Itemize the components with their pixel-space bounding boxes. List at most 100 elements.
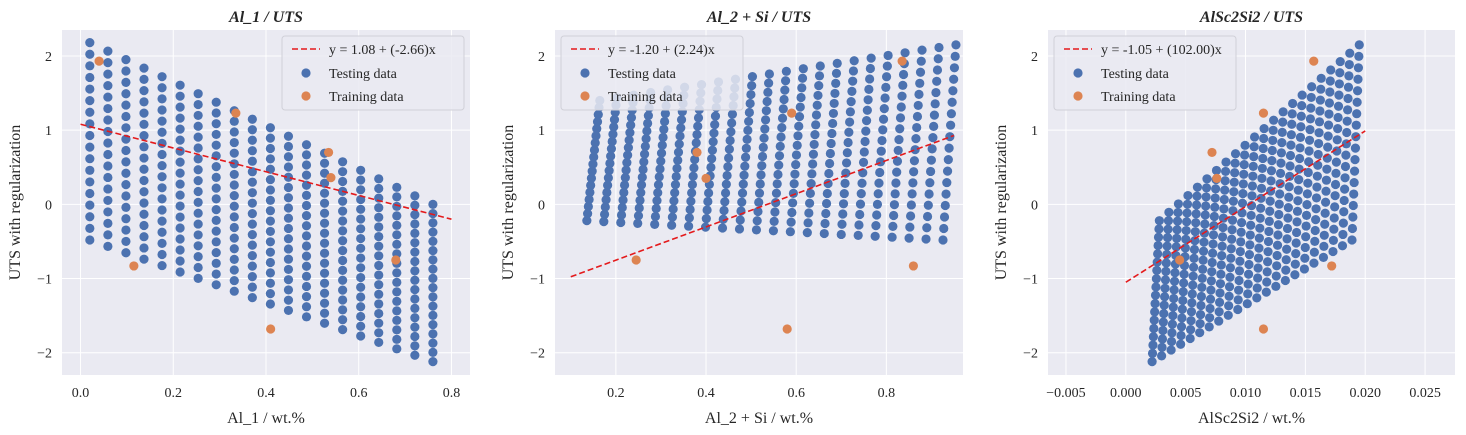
testing-data-point	[747, 80, 757, 91]
testing-data-point	[1297, 101, 1307, 111]
testing-data-point	[1305, 124, 1315, 135]
testing-data-point	[823, 178, 833, 189]
testing-data-point	[1353, 74, 1363, 84]
testing-data-point	[787, 207, 797, 218]
testing-data-point	[1287, 109, 1297, 119]
testing-data-point	[1334, 90, 1344, 100]
testing-data-point	[265, 268, 275, 278]
testing-data-point	[724, 153, 734, 163]
testing-data-point	[608, 129, 618, 139]
testing-data-point	[796, 92, 806, 103]
testing-data-point	[121, 191, 131, 201]
testing-data-point	[121, 66, 131, 76]
testing-data-point	[1306, 103, 1316, 113]
testing-data-point	[338, 305, 348, 315]
testing-data-point	[686, 196, 696, 206]
testing-data-point	[211, 129, 221, 140]
testing-data-point	[788, 198, 798, 208]
testing-data-point	[929, 110, 940, 120]
testing-data-point	[1300, 253, 1310, 263]
x-tick-label: 0.6	[350, 386, 368, 401]
testing-data-point	[356, 282, 366, 292]
legend: y = -1.20 + (2.24)x Testing data Training …	[560, 35, 744, 111]
x-tick-label: 0.4	[697, 386, 715, 401]
testing-data-point	[1328, 246, 1338, 257]
testing-data-point	[855, 199, 866, 209]
testing-data-point	[175, 135, 185, 145]
testing-data-point	[707, 145, 718, 155]
testing-data-point	[229, 265, 239, 275]
testing-data-point	[1333, 112, 1343, 123]
testing-data-point	[85, 188, 95, 199]
testing-data-point	[193, 132, 203, 142]
testing-data-point	[1169, 293, 1179, 304]
testing-data-point	[283, 193, 294, 203]
testing-data-point	[85, 61, 95, 71]
testing-data-point	[392, 315, 402, 325]
testing-data-point	[1314, 128, 1324, 138]
x-tick-label: 0.005	[1170, 386, 1202, 401]
testing-data-point	[283, 141, 294, 152]
testing-data-point	[912, 111, 923, 122]
testing-data-point	[1277, 138, 1287, 148]
testing-data-point	[1164, 207, 1174, 217]
testing-data-point	[428, 320, 438, 330]
testing-data-point	[410, 341, 420, 351]
testing-data-point	[1267, 156, 1277, 166]
testing-data-point	[821, 208, 831, 219]
testing-data-point	[906, 200, 916, 210]
testing-data-point	[103, 138, 113, 148]
testing-data-point	[768, 226, 779, 236]
testing-data-point	[620, 172, 630, 183]
testing-data-point	[247, 293, 257, 303]
testing-data-point	[121, 157, 131, 167]
testing-data-point	[1324, 109, 1334, 119]
testing-data-point	[904, 233, 914, 243]
testing-data-point	[410, 247, 420, 257]
testing-data-point	[1292, 227, 1302, 238]
testing-data-point	[827, 128, 837, 139]
testing-data-point	[193, 208, 203, 218]
testing-data-point	[319, 188, 330, 198]
testing-data-point	[1296, 122, 1306, 132]
testing-data-point	[1339, 195, 1349, 206]
testing-data-point	[121, 180, 131, 190]
testing-data-point	[1162, 241, 1172, 251]
testing-data-point	[1166, 345, 1176, 355]
testing-data-point	[826, 138, 836, 149]
testing-data-point	[1210, 193, 1220, 203]
testing-data-point	[1275, 179, 1285, 189]
testing-data-point	[1352, 86, 1363, 96]
testing-data-point	[139, 254, 149, 264]
testing-data-point	[1296, 111, 1306, 121]
testing-data-point	[392, 277, 402, 287]
testing-data-point	[873, 189, 883, 199]
testing-data-point	[1214, 316, 1224, 326]
testing-data-point	[1189, 244, 1200, 255]
testing-data-point	[870, 231, 880, 241]
testing-data-point	[843, 137, 853, 148]
legend: y = -1.05 + (102.00)x Testing data Trainin…	[1053, 35, 1237, 111]
testing-data-point	[1263, 257, 1273, 267]
testing-data-point	[1256, 183, 1267, 193]
testing-data-point	[709, 128, 719, 138]
testing-data-point	[1161, 258, 1171, 268]
training-data-point	[266, 324, 276, 334]
testing-data-point	[175, 102, 185, 112]
testing-data-point	[338, 167, 348, 177]
testing-data-point	[1265, 206, 1275, 216]
testing-data-point	[410, 350, 420, 360]
testing-data-point	[301, 251, 312, 261]
testing-data-point	[842, 148, 852, 158]
testing-data-point	[701, 213, 711, 224]
testing-data-point	[356, 331, 366, 341]
testing-data-point	[139, 209, 149, 219]
testing-data-point	[706, 162, 716, 172]
testing-data-point	[301, 170, 312, 180]
testing-data-point	[1205, 303, 1215, 314]
testing-data-point	[319, 248, 330, 258]
testing-data-point	[157, 238, 167, 248]
testing-data-point	[1225, 263, 1235, 273]
testing-data-point	[265, 237, 275, 247]
testing-data-point	[1196, 291, 1207, 302]
